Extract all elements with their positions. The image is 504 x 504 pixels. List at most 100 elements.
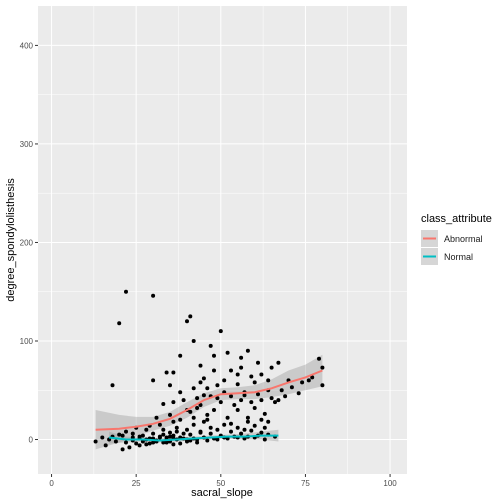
data-point	[201, 376, 206, 381]
data-point	[235, 408, 240, 412]
data-point	[171, 442, 176, 447]
data-point	[235, 372, 240, 377]
data-point	[215, 396, 220, 401]
data-point	[239, 398, 244, 403]
legend-label-normal: Normal	[444, 252, 473, 262]
data-point	[225, 350, 230, 355]
data-point	[168, 383, 172, 388]
data-point	[306, 378, 311, 383]
data-point	[178, 441, 183, 446]
data-point	[215, 383, 220, 388]
data-point	[120, 433, 125, 438]
legend: class_attribute Abnormal Normal	[421, 213, 492, 265]
legend-key-abnormal: Abnormal	[421, 230, 483, 247]
data-point	[185, 319, 189, 324]
data-point	[110, 383, 115, 388]
data-point	[222, 422, 227, 427]
x-axis-label: sacral_slope	[191, 487, 253, 499]
data-point	[266, 378, 271, 383]
data-point	[151, 378, 156, 383]
data-point	[161, 427, 166, 432]
data-point	[100, 435, 105, 440]
data-point	[300, 380, 305, 385]
data-point	[320, 383, 325, 388]
data-point	[147, 441, 152, 446]
data-point	[245, 348, 250, 353]
data-point	[168, 434, 172, 439]
smooth-line-normal	[108, 434, 279, 442]
data-point	[229, 429, 233, 434]
data-point	[117, 321, 122, 326]
data-point	[276, 398, 281, 403]
data-point	[93, 439, 98, 444]
y-tick-label: 100	[20, 337, 34, 346]
data-point	[239, 365, 244, 370]
data-point	[289, 385, 294, 390]
legend-key-normal: Normal	[421, 248, 473, 265]
data-point	[232, 403, 237, 407]
data-point	[212, 353, 216, 358]
data-point	[201, 419, 206, 424]
data-point	[130, 431, 135, 436]
data-point	[252, 380, 257, 385]
data-point	[242, 427, 247, 432]
data-point	[191, 386, 196, 391]
data-point	[137, 443, 142, 448]
data-point	[296, 391, 301, 396]
data-point	[157, 422, 162, 427]
x-tick-label: 0	[49, 479, 54, 488]
smooth-lines	[95, 369, 323, 442]
y-tick-label: 400	[20, 41, 34, 50]
data-point	[317, 356, 321, 361]
data-point	[198, 403, 203, 407]
data-point	[181, 398, 186, 403]
data-point	[127, 445, 132, 450]
data-point	[229, 421, 233, 426]
data-point	[205, 417, 210, 422]
data-point	[151, 431, 156, 436]
data-point	[124, 429, 128, 434]
data-point	[276, 360, 281, 365]
data-point	[164, 435, 169, 440]
data-point	[161, 432, 166, 437]
y-tick-label: 0	[29, 436, 34, 445]
data-point	[151, 440, 156, 445]
data-point	[208, 343, 213, 348]
data-point	[283, 394, 288, 399]
minor-grid	[38, 6, 407, 474]
data-point	[249, 374, 254, 379]
data-point	[171, 370, 176, 375]
data-point	[252, 423, 257, 428]
data-point	[120, 447, 125, 452]
data-point	[229, 368, 233, 373]
data-point	[269, 396, 274, 401]
data-point	[124, 440, 128, 445]
data-point	[273, 400, 277, 405]
data-point	[205, 386, 210, 391]
data-point	[161, 402, 166, 406]
data-point	[215, 427, 220, 432]
data-point	[218, 400, 223, 405]
data-point	[262, 437, 267, 442]
data-point	[239, 355, 244, 360]
data-point	[245, 419, 250, 424]
data-point	[164, 370, 169, 375]
data-point	[198, 380, 203, 385]
data-point	[215, 437, 220, 442]
data-point	[212, 368, 216, 373]
confidence-band-abnormal	[95, 354, 323, 450]
data-point	[137, 434, 142, 439]
data-point	[188, 432, 193, 437]
data-point	[279, 388, 284, 393]
data-point	[242, 393, 247, 398]
legend-title: class_attribute	[421, 213, 492, 225]
smooth-line-abnormal	[95, 369, 323, 431]
data-point	[259, 398, 264, 403]
data-point	[140, 433, 145, 438]
data-point	[168, 412, 172, 417]
data-point	[124, 289, 128, 294]
data-point	[164, 440, 169, 445]
data-point	[205, 438, 210, 443]
data-point	[117, 432, 122, 437]
